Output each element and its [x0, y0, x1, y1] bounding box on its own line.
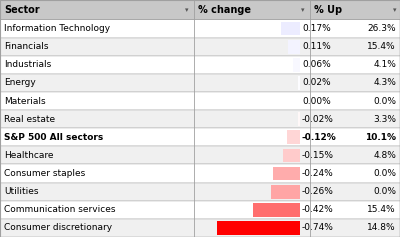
Bar — [286, 130, 300, 144]
Text: -0.15%: -0.15% — [302, 151, 334, 160]
Bar — [0, 201, 400, 219]
Text: Industrials: Industrials — [4, 60, 51, 69]
Text: 0.0%: 0.0% — [373, 169, 396, 178]
Text: Financials: Financials — [4, 42, 48, 51]
Text: 0.02%: 0.02% — [302, 78, 331, 87]
Text: Materials: Materials — [4, 96, 46, 105]
Bar — [0, 74, 400, 92]
Bar — [0, 56, 400, 74]
Text: 15.4%: 15.4% — [367, 205, 396, 214]
Bar — [0, 37, 400, 56]
Bar — [0, 182, 400, 201]
Bar — [273, 167, 300, 180]
Bar — [253, 203, 300, 217]
Bar — [0, 19, 400, 37]
Bar — [298, 112, 300, 126]
Text: 0.06%: 0.06% — [302, 60, 331, 69]
Text: 4.8%: 4.8% — [373, 151, 396, 160]
Text: Communication services: Communication services — [4, 205, 116, 214]
Text: -0.26%: -0.26% — [302, 187, 334, 196]
Text: Real estate: Real estate — [4, 115, 55, 124]
Bar — [271, 185, 300, 199]
Text: 14.8%: 14.8% — [367, 223, 396, 232]
Text: -0.12%: -0.12% — [302, 133, 337, 142]
Bar — [281, 22, 300, 35]
Text: -0.24%: -0.24% — [302, 169, 334, 178]
Text: -0.42%: -0.42% — [302, 205, 334, 214]
Text: 0.0%: 0.0% — [373, 96, 396, 105]
Text: -0.74%: -0.74% — [302, 223, 334, 232]
Text: -0.02%: -0.02% — [302, 115, 334, 124]
Text: Information Technology: Information Technology — [4, 24, 110, 33]
Text: 0.00%: 0.00% — [302, 96, 331, 105]
Text: % Up: % Up — [314, 5, 342, 15]
Bar — [0, 128, 400, 146]
Bar — [0, 164, 400, 182]
Text: Utilities: Utilities — [4, 187, 38, 196]
Bar — [0, 0, 400, 19]
Text: Sector: Sector — [4, 5, 40, 15]
Text: % change: % change — [198, 5, 251, 15]
Text: Consumer staples: Consumer staples — [4, 169, 85, 178]
Bar — [293, 58, 300, 72]
Bar — [0, 146, 400, 164]
Bar — [288, 40, 300, 54]
Bar — [0, 92, 400, 110]
Text: ▾: ▾ — [184, 7, 188, 13]
Text: 4.1%: 4.1% — [373, 60, 396, 69]
Text: ▾: ▾ — [392, 7, 396, 13]
Text: Consumer discretionary: Consumer discretionary — [4, 223, 112, 232]
Text: Healthcare: Healthcare — [4, 151, 54, 160]
Bar — [0, 110, 400, 128]
Bar — [217, 221, 300, 235]
Text: 0.17%: 0.17% — [302, 24, 331, 33]
Text: 4.3%: 4.3% — [373, 78, 396, 87]
Bar — [0, 219, 400, 237]
Bar — [283, 149, 300, 162]
Text: ▾: ▾ — [300, 7, 304, 13]
Text: 10.1%: 10.1% — [365, 133, 396, 142]
Text: 15.4%: 15.4% — [367, 42, 396, 51]
Text: 3.3%: 3.3% — [373, 115, 396, 124]
Bar — [298, 76, 300, 90]
Text: 26.3%: 26.3% — [367, 24, 396, 33]
Text: S&P 500 All sectors: S&P 500 All sectors — [4, 133, 103, 142]
Text: Energy: Energy — [4, 78, 36, 87]
Text: 0.11%: 0.11% — [302, 42, 331, 51]
Text: 0.0%: 0.0% — [373, 187, 396, 196]
